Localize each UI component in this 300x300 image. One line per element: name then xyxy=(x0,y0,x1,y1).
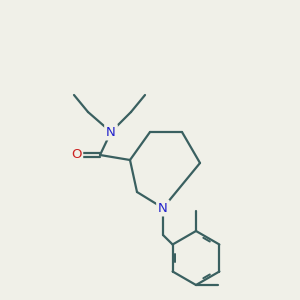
Text: O: O xyxy=(71,148,81,161)
Text: N: N xyxy=(158,202,168,214)
Text: N: N xyxy=(106,125,116,139)
